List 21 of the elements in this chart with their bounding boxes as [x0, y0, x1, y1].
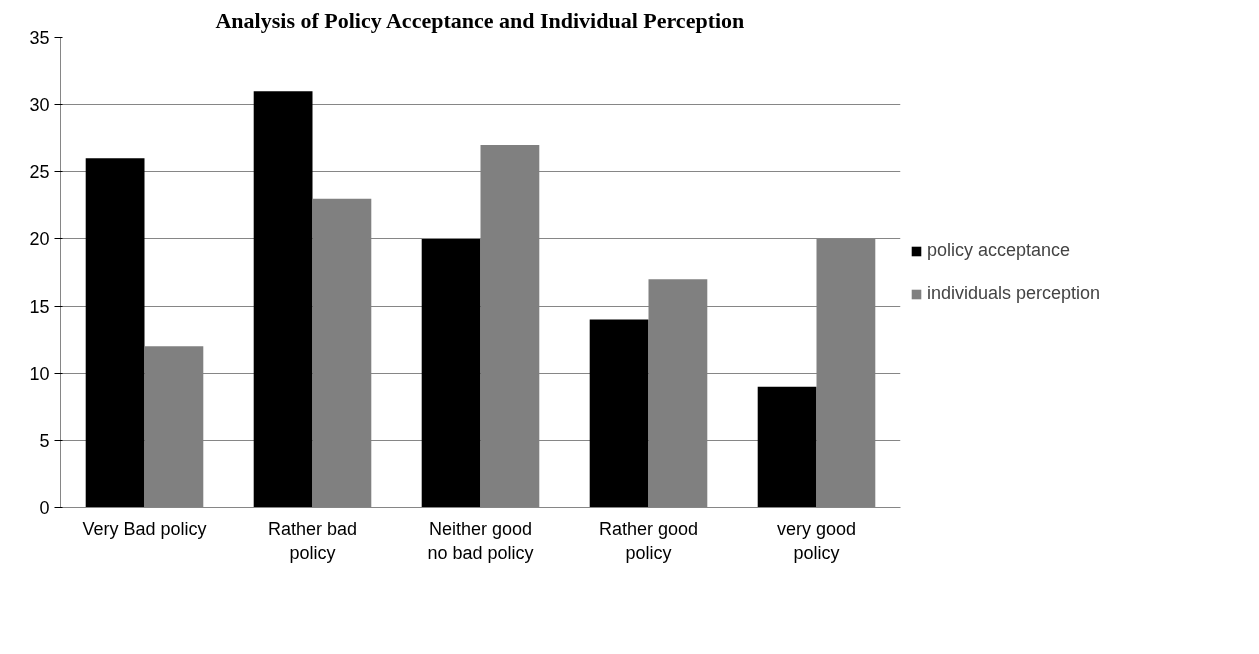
- x-tick-label: Rather bad policy: [267, 518, 358, 563]
- y-tick-label: 25: [29, 162, 50, 183]
- bar: [253, 91, 313, 508]
- bar: [757, 386, 817, 508]
- y-tick-label: 0: [39, 498, 50, 518]
- chart-title: Analysis of Policy Acceptance and Individual Perception: [215, 7, 745, 33]
- bar: [589, 319, 649, 508]
- legend-label: individuals perception: [927, 283, 1101, 304]
- bar: [85, 158, 145, 508]
- x-tick-label: Rather good policy: [598, 518, 699, 563]
- y-tick-label: 20: [29, 229, 50, 250]
- bar: [421, 238, 481, 508]
- y-tick-label: 10: [29, 363, 50, 384]
- legend-label: policy acceptance: [927, 240, 1071, 261]
- y-tick-label: 15: [29, 296, 50, 317]
- x-tick-label: Very Bad policy: [82, 518, 207, 539]
- y-tick-label: 5: [39, 430, 50, 451]
- x-tick-label: very good policy: [776, 518, 857, 563]
- y-tick-label: 35: [29, 28, 50, 48]
- x-tick-label: Neither good no bad policy: [427, 518, 534, 563]
- y-tick-label: 30: [29, 95, 50, 116]
